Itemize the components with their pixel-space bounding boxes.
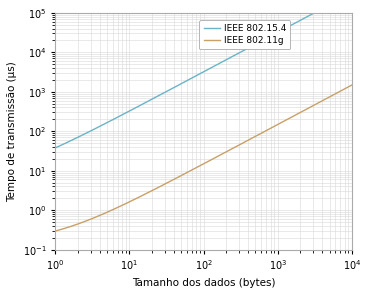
Y-axis label: Tempo de transmissão (µs): Tempo de transmissão (µs) bbox=[7, 61, 17, 202]
IEEE 802.11g bbox=[287, 117, 291, 120]
IEEE 802.11g bbox=[68, 225, 73, 228]
IEEE 802.11g bbox=[197, 164, 202, 168]
IEEE 802.11g bbox=[341, 88, 346, 91]
IEEE 802.15.4 bbox=[53, 146, 57, 150]
X-axis label: Tamanho dos dados (bytes): Tamanho dos dados (bytes) bbox=[132, 278, 275, 288]
IEEE 802.11g bbox=[190, 168, 194, 172]
IEEE 802.15.4 bbox=[68, 139, 73, 142]
IEEE 802.11g bbox=[341, 88, 345, 91]
IEEE 802.11g bbox=[53, 229, 57, 233]
Legend: IEEE 802.15.4, IEEE 802.11g: IEEE 802.15.4, IEEE 802.11g bbox=[199, 20, 290, 50]
Line: IEEE 802.11g: IEEE 802.11g bbox=[55, 85, 352, 231]
IEEE 802.15.4 bbox=[190, 76, 194, 80]
IEEE 802.15.4 bbox=[197, 72, 202, 76]
Line: IEEE 802.15.4: IEEE 802.15.4 bbox=[55, 0, 352, 148]
IEEE 802.15.4 bbox=[287, 25, 291, 28]
IEEE 802.11g bbox=[350, 83, 354, 87]
